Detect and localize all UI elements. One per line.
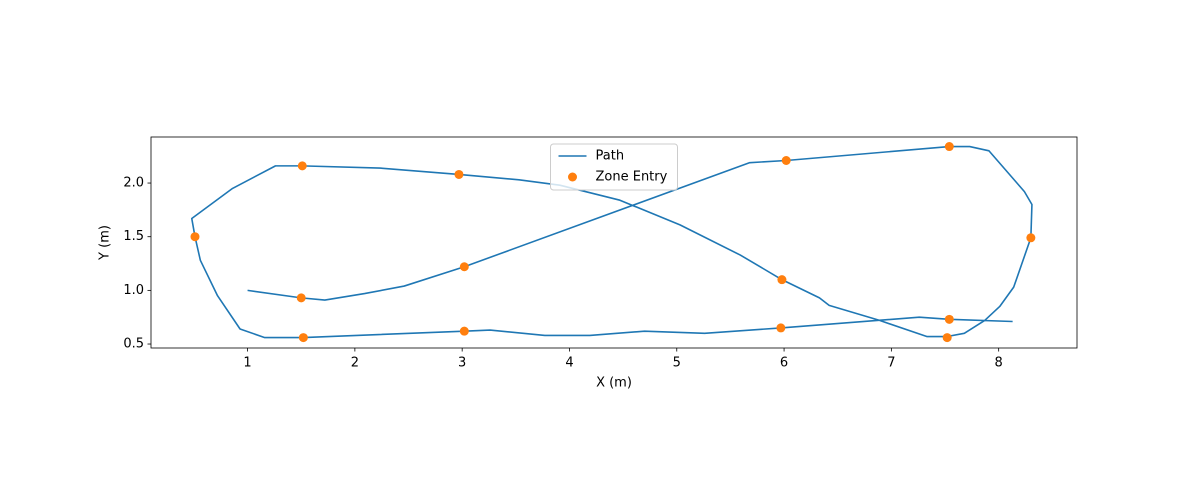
zone-entry-point [296, 293, 306, 303]
zone-entry-point [1026, 233, 1036, 243]
legend-label: Path [596, 149, 625, 164]
zone-entry-point [777, 275, 787, 285]
x-tick-label: 7 [887, 356, 895, 371]
path-line [190, 145, 1033, 339]
x-tick-label: 4 [565, 356, 573, 371]
x-tick-label: 5 [673, 356, 681, 371]
x-tick-label: 2 [351, 356, 359, 371]
zone-entry-point [781, 156, 791, 166]
y-tick-label: 1.5 [123, 229, 144, 244]
x-tick-label: 6 [780, 356, 788, 371]
zone-entry-point [454, 169, 464, 179]
y-axis-label: Y (m) [98, 225, 113, 261]
x-tick-label: 3 [458, 356, 466, 371]
zone-entry-point [459, 262, 469, 272]
zone-entry-point [776, 323, 786, 333]
y-tick-label: 0.5 [123, 337, 144, 352]
x-tick-label: 8 [995, 356, 1003, 371]
zone-entry-point [298, 333, 308, 343]
axes-frame [150, 136, 1078, 349]
y-tick-label: 2.0 [123, 176, 144, 191]
y-tick-label: 1.0 [123, 283, 144, 298]
legend-swatch [568, 172, 577, 182]
zone-entry-point [944, 142, 954, 152]
x-axis-label: X (m) [596, 376, 632, 391]
zone-entry-point [459, 326, 469, 336]
zone-entry-point [944, 314, 954, 324]
zone-entry-point [190, 232, 200, 242]
x-tick-label: 1 [243, 356, 251, 371]
zone-entry-point [942, 333, 952, 343]
legend: Path Zone Entry [550, 143, 678, 191]
zone-entry-point [297, 161, 307, 171]
legend-label: Zone Entry [596, 170, 668, 185]
